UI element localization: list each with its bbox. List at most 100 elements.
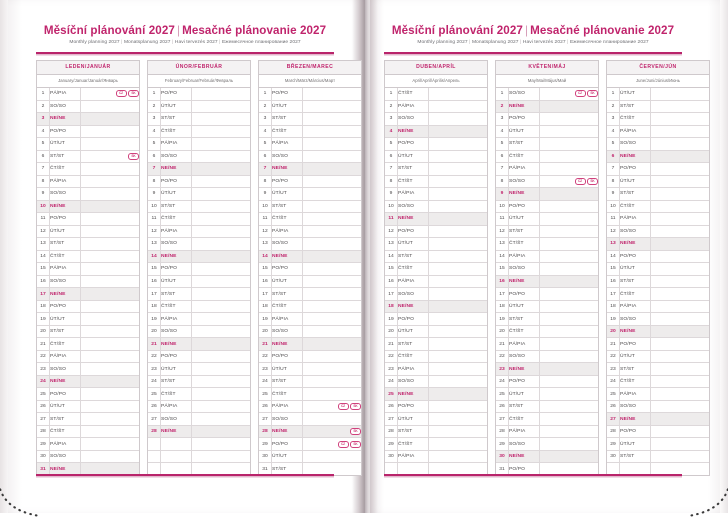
day-note-cell[interactable]: [650, 449, 709, 463]
day-note-cell[interactable]: [302, 287, 361, 301]
day-note-cell[interactable]: [428, 299, 487, 313]
day-note-cell[interactable]: [428, 437, 487, 451]
day-note-cell[interactable]: [302, 362, 361, 376]
day-note-cell[interactable]: [302, 199, 361, 213]
day-note-cell[interactable]: [650, 187, 709, 201]
day-note-cell[interactable]: [191, 449, 250, 463]
day-note-cell[interactable]: [428, 349, 487, 363]
day-note-cell[interactable]: [302, 387, 361, 401]
day-note-cell[interactable]: [428, 174, 487, 188]
day-note-cell[interactable]: [428, 412, 487, 426]
day-note-cell[interactable]: [650, 124, 709, 138]
day-note-cell[interactable]: [80, 424, 139, 438]
day-note-cell[interactable]: [191, 299, 250, 313]
day-note-cell[interactable]: [539, 399, 598, 413]
day-note-cell[interactable]: [539, 187, 598, 201]
day-note-cell[interactable]: [650, 287, 709, 301]
day-note-cell[interactable]: [302, 462, 361, 475]
day-note-cell[interactable]: [428, 387, 487, 401]
day-note-cell[interactable]: [302, 374, 361, 388]
day-note-cell[interactable]: [80, 137, 139, 151]
day-note-cell[interactable]: [302, 99, 361, 113]
day-note-cell[interactable]: [539, 212, 598, 226]
day-note-cell[interactable]: [539, 349, 598, 363]
day-note-cell[interactable]: [302, 337, 361, 351]
day-note-cell[interactable]: [302, 162, 361, 176]
day-note-cell[interactable]: [428, 199, 487, 213]
day-note-cell[interactable]: [302, 299, 361, 313]
day-note-cell[interactable]: SK: [302, 424, 361, 438]
day-note-cell[interactable]: [650, 424, 709, 438]
day-note-cell[interactable]: [428, 274, 487, 288]
day-note-cell[interactable]: [191, 349, 250, 363]
day-note-cell[interactable]: [80, 312, 139, 326]
day-note-cell[interactable]: [80, 187, 139, 201]
day-note-cell[interactable]: CZ SK: [539, 88, 598, 101]
day-note-cell[interactable]: CZ SK: [302, 437, 361, 451]
day-note-cell[interactable]: [539, 112, 598, 126]
day-note-cell[interactable]: [539, 124, 598, 138]
day-note-cell[interactable]: [650, 174, 709, 188]
day-note-cell[interactable]: [539, 449, 598, 463]
day-note-cell[interactable]: [191, 287, 250, 301]
day-note-cell[interactable]: [428, 137, 487, 151]
day-note-cell[interactable]: [80, 412, 139, 426]
day-note-cell[interactable]: [191, 99, 250, 113]
day-note-cell[interactable]: [302, 124, 361, 138]
day-note-cell[interactable]: [428, 249, 487, 263]
day-note-cell[interactable]: [650, 337, 709, 351]
day-note-cell[interactable]: [539, 324, 598, 338]
day-note-cell[interactable]: [428, 337, 487, 351]
day-note-cell[interactable]: [191, 174, 250, 188]
day-note-cell[interactable]: CZ SK: [80, 88, 139, 101]
day-note-cell[interactable]: [302, 449, 361, 463]
day-note-cell[interactable]: [80, 399, 139, 413]
day-note-cell[interactable]: [650, 412, 709, 426]
day-note-cell[interactable]: [539, 274, 598, 288]
day-note-cell[interactable]: [539, 149, 598, 163]
day-note-cell[interactable]: [428, 224, 487, 238]
day-note-cell[interactable]: [80, 449, 139, 463]
day-note-cell[interactable]: [80, 174, 139, 188]
day-note-cell[interactable]: [191, 187, 250, 201]
day-note-cell[interactable]: [428, 362, 487, 376]
day-note-cell[interactable]: [191, 162, 250, 176]
day-note-cell[interactable]: [539, 99, 598, 113]
day-note-cell[interactable]: [650, 137, 709, 151]
day-note-cell[interactable]: [428, 262, 487, 276]
day-note-cell[interactable]: [191, 362, 250, 376]
day-note-cell[interactable]: CZ SK: [539, 174, 598, 188]
day-note-cell[interactable]: [191, 212, 250, 226]
day-note-cell[interactable]: [80, 99, 139, 113]
day-note-cell[interactable]: [650, 88, 709, 101]
day-note-cell[interactable]: [539, 374, 598, 388]
day-note-cell[interactable]: [80, 249, 139, 263]
day-note-cell[interactable]: [539, 387, 598, 401]
day-note-cell[interactable]: [650, 99, 709, 113]
day-note-cell[interactable]: [428, 374, 487, 388]
day-note-cell[interactable]: [428, 88, 487, 101]
day-note-cell[interactable]: [650, 112, 709, 126]
day-note-cell[interactable]: [650, 149, 709, 163]
day-note-cell[interactable]: [191, 324, 250, 338]
day-note-cell[interactable]: [539, 437, 598, 451]
day-note-cell[interactable]: [539, 162, 598, 176]
day-note-cell[interactable]: [191, 337, 250, 351]
day-note-cell[interactable]: [302, 349, 361, 363]
day-note-cell[interactable]: [539, 337, 598, 351]
day-note-cell[interactable]: [80, 199, 139, 213]
day-note-cell[interactable]: [191, 412, 250, 426]
day-note-cell[interactable]: [80, 124, 139, 138]
day-note-cell[interactable]: [191, 274, 250, 288]
day-note-cell[interactable]: [80, 287, 139, 301]
day-note-cell[interactable]: [191, 88, 250, 101]
day-note-cell[interactable]: [191, 124, 250, 138]
day-note-cell[interactable]: [80, 462, 139, 475]
day-note-cell[interactable]: [191, 399, 250, 413]
day-note-cell[interactable]: [191, 249, 250, 263]
day-note-cell[interactable]: [302, 274, 361, 288]
day-note-cell[interactable]: [650, 312, 709, 326]
day-note-cell[interactable]: [428, 462, 487, 475]
day-note-cell[interactable]: [428, 399, 487, 413]
day-note-cell[interactable]: [302, 137, 361, 151]
